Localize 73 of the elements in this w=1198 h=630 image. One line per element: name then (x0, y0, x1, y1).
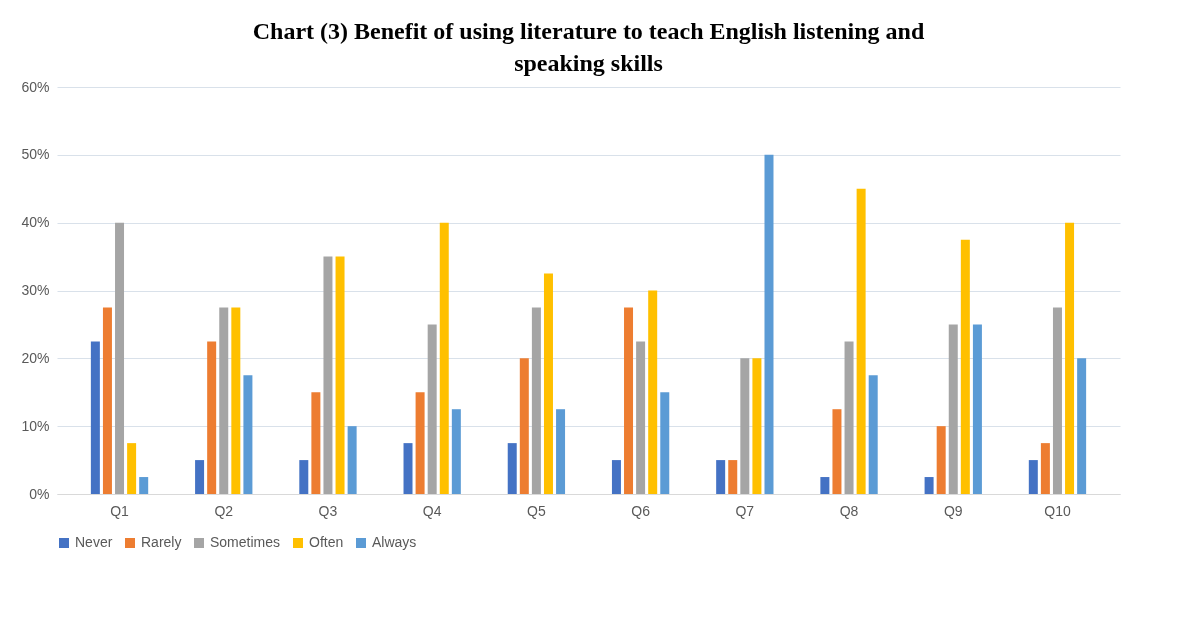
bar (1028, 460, 1038, 494)
bar (972, 324, 982, 494)
x-tick-label: Q5 (527, 502, 546, 519)
y-tick-label: 60% (21, 78, 50, 95)
bar (740, 358, 750, 494)
bar (856, 188, 866, 494)
bar (936, 426, 946, 494)
y-tick-label: 50% (21, 146, 50, 163)
bar (90, 341, 100, 494)
legend-label: Often (309, 534, 344, 550)
bar (115, 222, 125, 494)
bar (102, 307, 112, 494)
bar (299, 460, 309, 494)
bar (507, 443, 517, 494)
x-tick-label: Q2 (214, 502, 234, 519)
bar (543, 273, 553, 494)
bar (716, 460, 726, 494)
bar (624, 307, 634, 494)
x-tick-label: Q6 (631, 502, 651, 519)
bar (1052, 307, 1062, 494)
bar (924, 477, 934, 494)
bar (636, 341, 646, 494)
x-tick-label: Q9 (943, 502, 963, 519)
bar (231, 307, 241, 494)
bar (439, 222, 449, 494)
bar (207, 341, 217, 494)
bar (335, 256, 345, 494)
y-tick-label: 10% (21, 417, 50, 434)
bar (519, 358, 529, 494)
legend-label: Sometimes (210, 534, 281, 550)
bar (844, 341, 854, 494)
bar (948, 324, 958, 494)
bar (648, 290, 658, 494)
bar (451, 409, 461, 494)
bar (611, 460, 621, 494)
y-tick-label: 40% (21, 214, 50, 231)
bar (1065, 222, 1075, 494)
bar (243, 375, 253, 494)
bar (323, 256, 333, 494)
x-tick-label: Q3 (318, 502, 338, 519)
y-tick-label: 0% (29, 485, 50, 502)
bar (820, 477, 830, 494)
bar (960, 239, 970, 494)
legend-label: Always (372, 534, 417, 550)
bar (752, 358, 762, 494)
x-tick-label: Q7 (735, 502, 755, 519)
bar (1077, 358, 1087, 494)
bar (219, 307, 229, 494)
bar (556, 409, 566, 494)
bar (868, 375, 878, 494)
x-tick-label: Q8 (839, 502, 859, 519)
bar (832, 409, 842, 494)
bar (660, 392, 670, 494)
bar (531, 307, 541, 494)
bar (1040, 443, 1050, 494)
bar (403, 443, 413, 494)
x-tick-label: Q1 (110, 502, 130, 519)
x-tick-label: Q4 (422, 502, 442, 519)
bar (728, 460, 738, 494)
bar (139, 477, 149, 494)
bar (127, 443, 137, 494)
y-tick-label: 20% (21, 349, 50, 366)
bar (195, 460, 205, 494)
bar (311, 392, 321, 494)
legend-label: Never (75, 534, 113, 550)
bar (347, 426, 357, 494)
chart-title: Chart (3) Benefit of using literature to teach English listening and speaking skills (252, 18, 925, 76)
bar (415, 392, 425, 494)
y-tick-label: 30% (21, 282, 50, 298)
bar (764, 154, 774, 494)
bar (427, 324, 437, 494)
legend-label: Rarely (141, 534, 182, 550)
x-tick-label: Q10 (1044, 502, 1071, 519)
